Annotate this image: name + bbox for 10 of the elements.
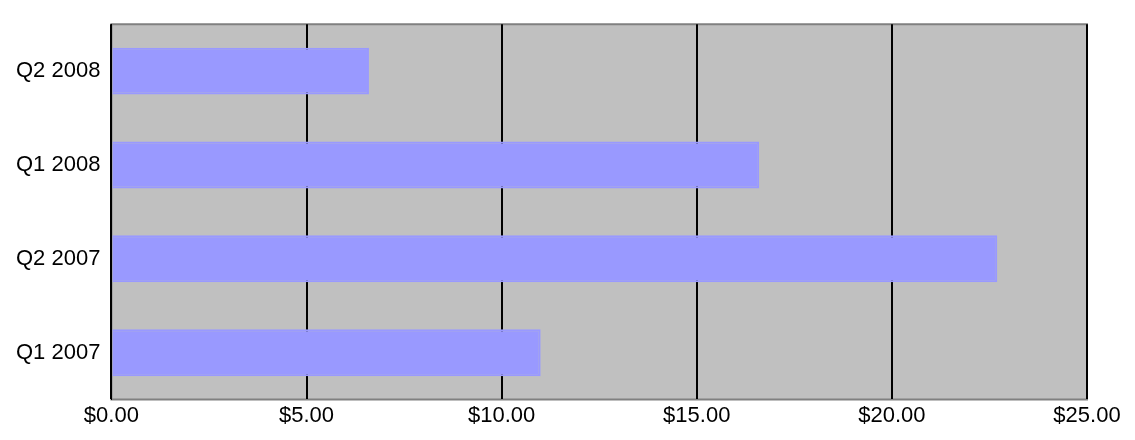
x-tick-label: $5.00 [278, 401, 335, 427]
x-tick-label: $20.00 [858, 401, 926, 427]
x-tick-label: $0.00 [83, 401, 139, 427]
y-tick-label: Q2 2008 [16, 57, 101, 83]
x-tick-label: $15.00 [663, 401, 731, 427]
y-tick-label: Q2 2007 [16, 244, 101, 270]
x-tick-label: $25.00 [1053, 401, 1121, 427]
y-tick-label: Q1 2007 [16, 338, 101, 364]
x-tick-label: $10.00 [467, 401, 536, 427]
y-tick-label: Q1 2008 [16, 151, 101, 177]
